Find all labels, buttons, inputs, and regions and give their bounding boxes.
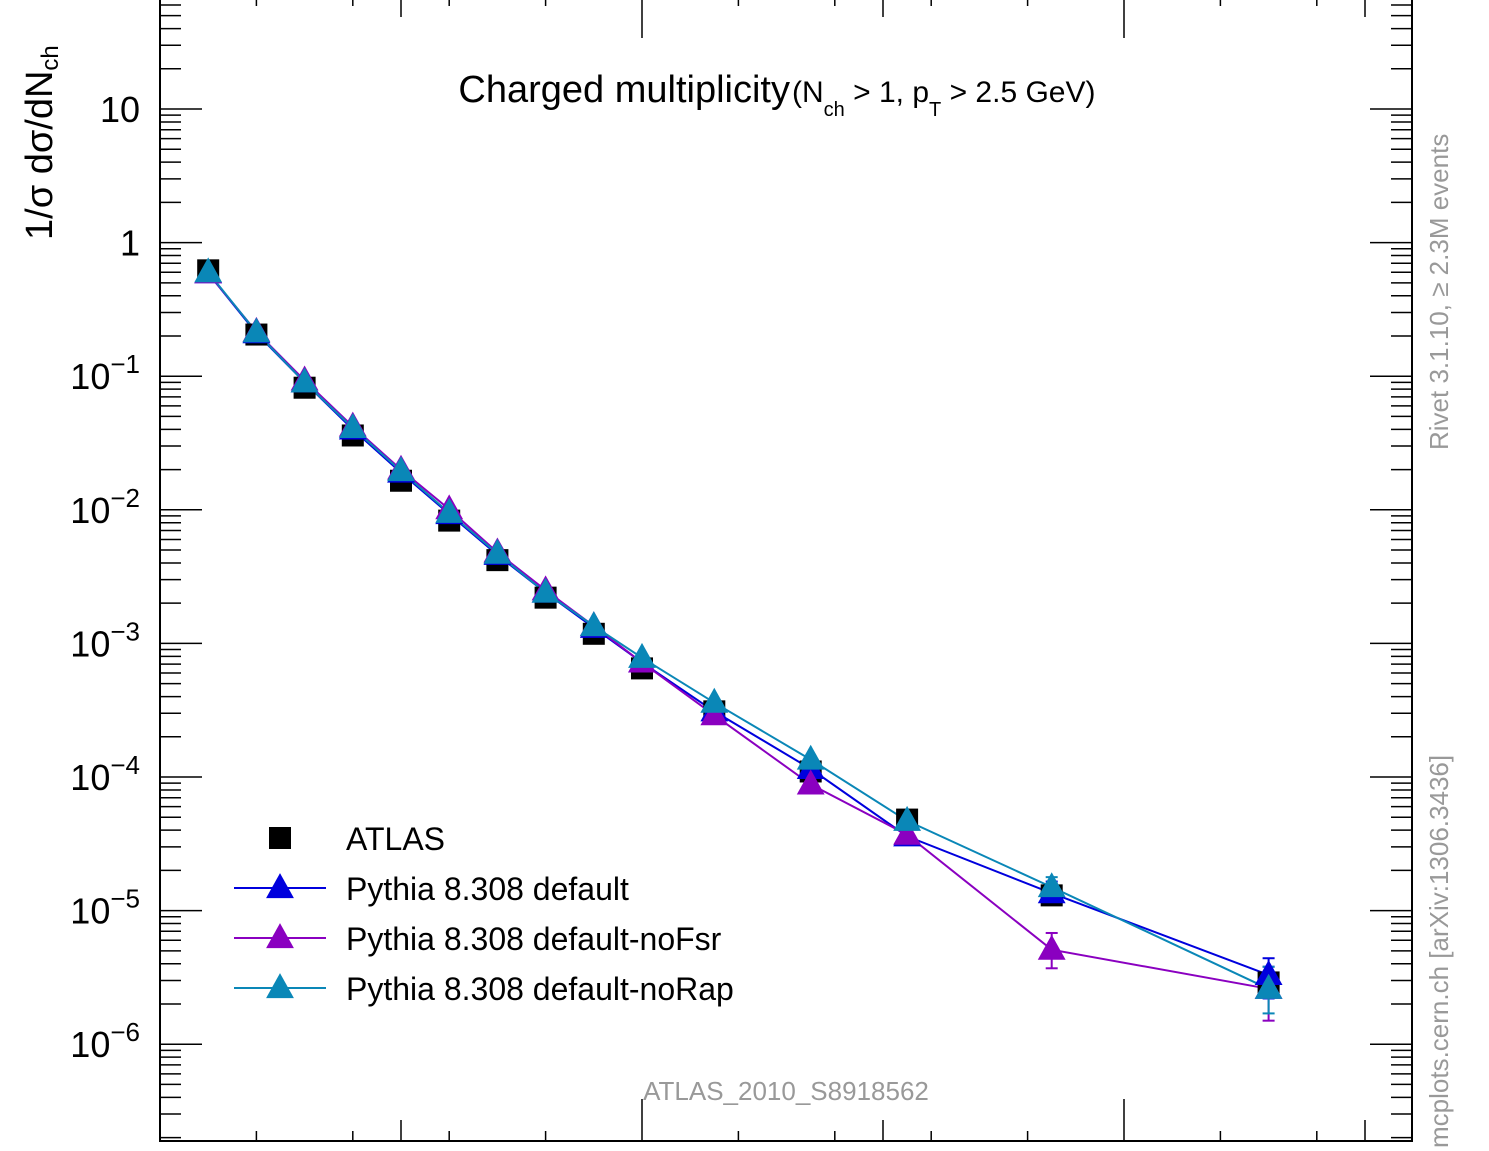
- data-point-mc: [338, 413, 367, 439]
- side-label-bottom: mcplots.cern.ch [arXiv:1306.3436]: [1424, 755, 1454, 1148]
- data-point-mc: [290, 367, 319, 393]
- plot-frame: [159, 0, 1413, 1142]
- legend-label: ATLAS: [346, 821, 445, 857]
- y-axis-label: 1/σ dσ/dNch: [19, 45, 64, 240]
- legend-entry: Pythia 8.308 default: [234, 871, 629, 907]
- legend-triangle-marker: [266, 873, 294, 899]
- data-point-mc: [893, 819, 922, 845]
- data-point-mc: [700, 687, 729, 713]
- y-tick-label: 10−2: [70, 483, 140, 531]
- plot-area-border: [159, 0, 1413, 1142]
- data-point-mc: [194, 257, 223, 283]
- data-point-mc: [435, 497, 464, 523]
- data-point-mc: [893, 805, 922, 831]
- legend-entry: ATLAS: [269, 821, 445, 857]
- chart-title: Charged multiplicity: [458, 69, 790, 111]
- legend-entry: Pythia 8.308 default-noFsr: [234, 921, 722, 957]
- data-point-mc: [1254, 973, 1283, 999]
- axis-ticks: [160, 0, 1412, 1141]
- y-tick-label: 10−1: [70, 349, 140, 397]
- data-point-mc: [579, 611, 608, 637]
- y-tick-label: 10−4: [70, 750, 140, 798]
- data-point-mc: [387, 456, 415, 482]
- data-point-mc: [242, 317, 271, 343]
- side-label-top: Rivet 3.1.10, ≥ 2.3M events: [1424, 134, 1454, 450]
- data-point-mc: [628, 642, 656, 668]
- y-tick-label: 1: [120, 223, 140, 264]
- error-bars: [1045, 876, 1275, 1022]
- series-line: [207, 272, 1269, 976]
- legend-label: Pythia 8.308 default-noFsr: [346, 921, 722, 957]
- y-tick-label: 10−5: [70, 884, 140, 932]
- legend-triangle-marker: [266, 973, 294, 999]
- legend-label: Pythia 8.308 default-noRap: [346, 971, 734, 1007]
- y-tick-label: 10−3: [70, 616, 140, 664]
- legend: ATLAS Pythia 8.308 default Pythia 8.308 de…: [234, 821, 734, 1007]
- data-point-mc: [700, 700, 729, 726]
- data-point-mc: [483, 538, 512, 564]
- data-point-mc: [531, 577, 560, 603]
- analysis-label: ATLAS_2010_S8918562: [643, 1076, 929, 1106]
- data-point-mc: [1254, 960, 1283, 986]
- legend-square-marker: [269, 827, 291, 849]
- data-point-mc: [796, 769, 825, 795]
- data-point-mc: [1037, 872, 1066, 898]
- y-tick-labels: 10 1 10−1 10−2 10−3 10−4 10−5 10−6: [70, 89, 140, 1065]
- series-markers: [194, 257, 1283, 999]
- legend-triangle-marker: [266, 923, 294, 949]
- y-tick-label: 10−6: [70, 1017, 140, 1065]
- data-point-mc: [796, 744, 825, 770]
- y-tick-label: 10: [100, 89, 140, 130]
- chart-title-condition: (Nch > 1, pT > 2.5 GeV): [792, 76, 1095, 121]
- legend-label: Pythia 8.308 default: [346, 871, 629, 907]
- legend-entry: Pythia 8.308 default-noRap: [234, 971, 734, 1007]
- data-point-mc: [1037, 934, 1066, 960]
